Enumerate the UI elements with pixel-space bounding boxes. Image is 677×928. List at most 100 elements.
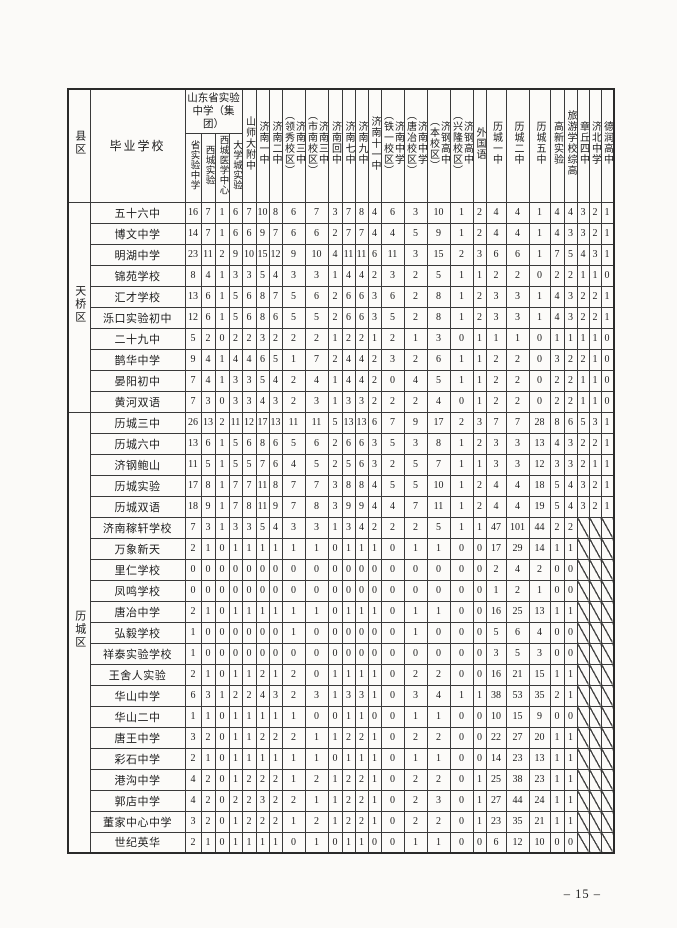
value-cell: 6 bbox=[304, 222, 329, 245]
value-cell: 13 bbox=[528, 600, 551, 623]
value-cell: 0 bbox=[304, 663, 329, 686]
value-cell: 2 bbox=[304, 810, 329, 833]
value-cell: 6 bbox=[354, 285, 369, 308]
value-cell: 35 bbox=[528, 684, 551, 707]
value-cell: 2 bbox=[563, 390, 578, 413]
value-cell: 6 bbox=[380, 285, 405, 308]
value-cell: 1 bbox=[214, 348, 230, 371]
value-cell: 0 bbox=[241, 621, 257, 644]
value-cell: 4 bbox=[341, 369, 356, 392]
value-cell: 0 bbox=[214, 537, 230, 560]
value-cell: 6 bbox=[255, 348, 270, 371]
value-cell: 0 bbox=[327, 579, 343, 602]
value-cell: 6 bbox=[228, 201, 243, 224]
value-cell: 1 bbox=[327, 810, 343, 833]
value-cell: 13 bbox=[268, 411, 283, 434]
value-cell: 0 bbox=[228, 642, 243, 665]
value-cell: 1 bbox=[327, 327, 343, 350]
value-cell: 1 bbox=[281, 705, 306, 728]
value-cell: 0 bbox=[449, 831, 474, 854]
value-cell: 12 bbox=[528, 453, 551, 476]
value-cell: 0 bbox=[600, 327, 614, 350]
value-cell: 2 bbox=[588, 201, 602, 224]
value-cell: 2 bbox=[228, 789, 243, 812]
value-cell: 11 bbox=[184, 453, 202, 476]
value-cell: 2 bbox=[472, 222, 487, 245]
value-cell: 0 bbox=[380, 579, 405, 602]
value-cell: 11 bbox=[341, 243, 356, 266]
school-name-cell: 港沟中学 bbox=[89, 768, 186, 791]
value-cell: 8 bbox=[255, 306, 270, 329]
value-cell: 23 bbox=[528, 768, 551, 791]
value-cell: 1 bbox=[327, 726, 343, 749]
slashed-cell bbox=[600, 726, 614, 749]
value-cell: 0 bbox=[449, 768, 474, 791]
value-cell: 8 bbox=[184, 264, 202, 287]
value-cell: 27 bbox=[505, 726, 530, 749]
value-cell: 4 bbox=[403, 369, 428, 392]
value-cell: 1 bbox=[576, 264, 590, 287]
value-cell: 2 bbox=[354, 789, 369, 812]
value-cell: 5 bbox=[304, 306, 329, 329]
value-cell: 7 bbox=[549, 243, 565, 266]
value-cell: 9 bbox=[228, 243, 243, 266]
value-cell: 0 bbox=[327, 558, 343, 581]
table-row: 祥泰实验学校 1 0 0 0 0 0 0 0 0 0 0 0 0 0 0 0 0 0 3 5 3 0 0 bbox=[68, 642, 614, 665]
value-cell: 2 bbox=[184, 831, 202, 854]
value-cell: 0 bbox=[200, 621, 216, 644]
value-cell: 0 bbox=[304, 579, 329, 602]
value-cell: 0 bbox=[341, 621, 356, 644]
slashed-cell bbox=[600, 558, 614, 581]
value-cell: 0 bbox=[449, 663, 474, 686]
value-cell: 3 bbox=[380, 264, 405, 287]
group-subcolumn-header-1-label: 省实验中学 bbox=[188, 140, 199, 190]
value-cell: 3 bbox=[281, 264, 306, 287]
value-cell: 1 bbox=[549, 747, 565, 770]
group-subcolumn-header-4-label: 大学城实验 bbox=[231, 140, 241, 190]
value-cell: 1 bbox=[563, 327, 578, 350]
value-cell: 1 bbox=[214, 474, 230, 497]
value-cell: 0 bbox=[255, 642, 270, 665]
value-cell: 1 bbox=[528, 306, 551, 329]
value-cell: 35 bbox=[505, 810, 530, 833]
value-cell: 47 bbox=[485, 516, 507, 539]
school-name-cell: 凤鸣学校 bbox=[89, 579, 186, 602]
value-cell: 3 bbox=[472, 243, 487, 266]
value-cell: 0 bbox=[449, 600, 474, 623]
value-cell: 8 bbox=[255, 285, 270, 308]
value-cell: 9 bbox=[403, 411, 428, 434]
value-cell: 7 bbox=[241, 474, 257, 497]
value-cell: 6 bbox=[184, 684, 202, 707]
slashed-cell bbox=[576, 600, 590, 623]
slashed-cell bbox=[600, 537, 614, 560]
value-cell: 6 bbox=[485, 831, 507, 854]
table-row: 泺口实验初中 12 6 1 5 6 8 6 5 5 2 6 6 3 5 2 8 1 2 3 3 1 4 3 2 2 1 bbox=[68, 306, 614, 329]
value-cell: 10 bbox=[528, 831, 551, 854]
slashed-cell bbox=[576, 726, 590, 749]
value-cell: 1 bbox=[228, 768, 243, 791]
column-header-23: 旅游学校综高 bbox=[563, 88, 578, 203]
value-cell: 0 bbox=[304, 621, 329, 644]
value-cell: 1 bbox=[600, 285, 614, 308]
value-cell: 0 bbox=[380, 369, 405, 392]
value-cell: 16 bbox=[485, 663, 507, 686]
value-cell: 8 bbox=[354, 201, 369, 224]
value-cell: 0 bbox=[367, 642, 382, 665]
value-cell: 4 bbox=[367, 495, 382, 518]
value-cell: 3 bbox=[403, 243, 428, 266]
value-cell: 1 bbox=[241, 663, 257, 686]
value-cell: 3 bbox=[228, 369, 243, 392]
value-cell: 3 bbox=[327, 201, 343, 224]
value-cell: 5 bbox=[281, 285, 306, 308]
value-cell: 0 bbox=[472, 621, 487, 644]
value-cell: 0 bbox=[214, 789, 230, 812]
value-cell: 6 bbox=[268, 453, 283, 476]
value-cell: 2 bbox=[588, 222, 602, 245]
value-cell: 7 bbox=[268, 285, 283, 308]
value-cell: 3 bbox=[426, 789, 451, 812]
value-cell: 0 bbox=[380, 810, 405, 833]
district-cell-label: 天桥区 bbox=[73, 285, 86, 324]
value-cell: 2 bbox=[241, 789, 257, 812]
school-name-cell: 华山二中 bbox=[89, 705, 186, 728]
value-cell: 0 bbox=[214, 747, 230, 770]
